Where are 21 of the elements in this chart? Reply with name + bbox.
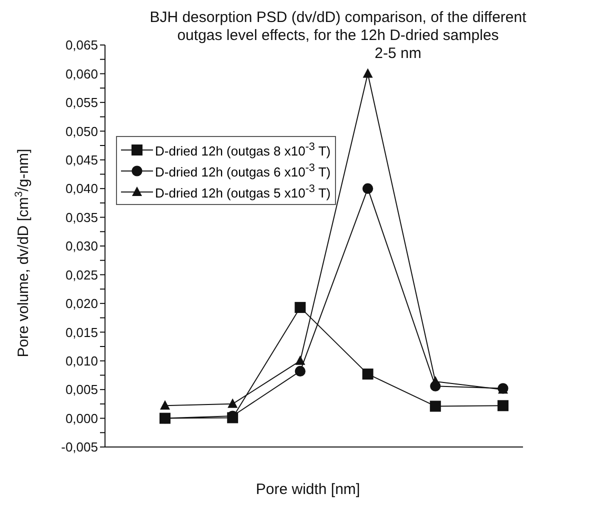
y-tick-label: 0,000 <box>65 410 98 426</box>
x-axis-title: Pore width [nm] <box>256 481 360 498</box>
y-tick-label: 0,005 <box>65 382 98 398</box>
y-tick-label: 0,040 <box>65 181 98 196</box>
y-tick-label: 0,060 <box>65 66 98 82</box>
legend-label: D-dried 12h (outgas 8 x10$^{-3}$ T) <box>155 140 331 158</box>
y-tick-label: -0,005 <box>61 440 98 455</box>
y-tick-label: 0,015 <box>65 324 98 340</box>
y-tick-label: 0,025 <box>65 267 98 282</box>
y-tick-label: 0,030 <box>65 238 98 254</box>
y-tick-label: 0,010 <box>65 353 98 368</box>
legend-label: D-dried 12h (outgas 5 x10$^{-3}$ T) <box>155 182 331 200</box>
legend-label: D-dried 12h (outgas 6 x10$^{-3}$ T) <box>155 162 331 180</box>
y-tick-label: 0,050 <box>65 124 98 139</box>
y-tick-label: 0,035 <box>65 210 98 225</box>
y-tick-label: 0,065 <box>65 38 98 53</box>
annotation: 2-5 nm <box>374 45 422 62</box>
y-tick-label: 0,045 <box>65 152 98 168</box>
y-tick-label: 0,055 <box>65 95 98 110</box>
y-tick-label: 0,020 <box>65 296 98 312</box>
chart-title: BJH desorption PSD (dv/dD) comparison, of the different outgas level effects, for the 12h D-dried samples <box>150 9 528 44</box>
